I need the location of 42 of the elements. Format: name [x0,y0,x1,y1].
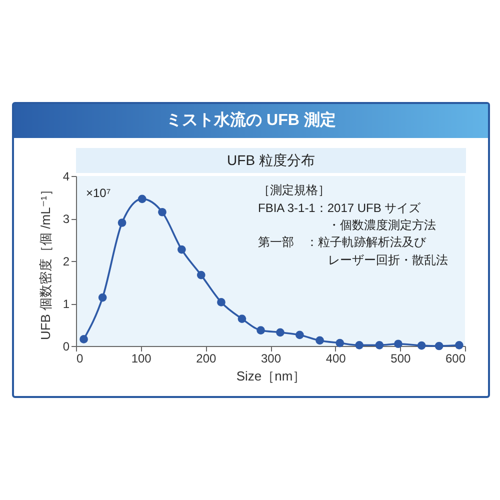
point [256,326,265,334]
point [295,330,304,340]
point [454,340,464,350]
x-tick-label: 300 [260,352,282,366]
point [336,338,344,348]
point [80,335,88,344]
point [375,340,384,350]
chart-subtitle: UFB 粒度分布 [76,148,466,173]
y-tick-label: 4 [62,170,70,184]
x-tick-label: 600 [445,352,466,366]
annotation: 第一部 ：粒子軌跡解析法及び [258,235,427,249]
x-tick-label: 100 [131,352,152,366]
x-tick-label: 0 [76,352,84,366]
x-tick-label: 500 [390,352,411,366]
annotation: レーザー回折・散乱法 [328,253,448,267]
chart-title: ミスト水流の UFB 測定 [14,104,488,138]
point [177,245,186,254]
point [434,342,444,350]
point [417,341,426,350]
point [217,298,226,306]
annotation: FBIA 3-1-1：2017 UFB サイズ [258,201,422,215]
point [118,218,126,227]
x-tick-label: 400 [326,352,346,366]
x-axis-title: Size［nm］ [236,368,306,384]
annotation: ×10⁷ [86,186,111,200]
point [138,194,146,204]
point [98,293,107,302]
point [238,314,246,323]
y-axis-title: UFB 個数密度［個 /mL⁻¹］ [38,182,53,340]
point [355,340,364,350]
point [158,208,166,216]
annotation: ［測定規格］ [258,183,330,197]
y-tick-label: 1 [62,297,70,311]
y-tick-label: 3 [62,212,70,226]
annotation: ・個数濃度測定方法 [328,218,436,232]
x-tick-label: 200 [196,352,216,366]
y-tick-label: 2 [62,254,70,268]
y-tick-label: 0 [62,340,70,354]
point [196,270,206,280]
point [394,340,402,348]
point [276,328,284,337]
point [316,336,324,345]
